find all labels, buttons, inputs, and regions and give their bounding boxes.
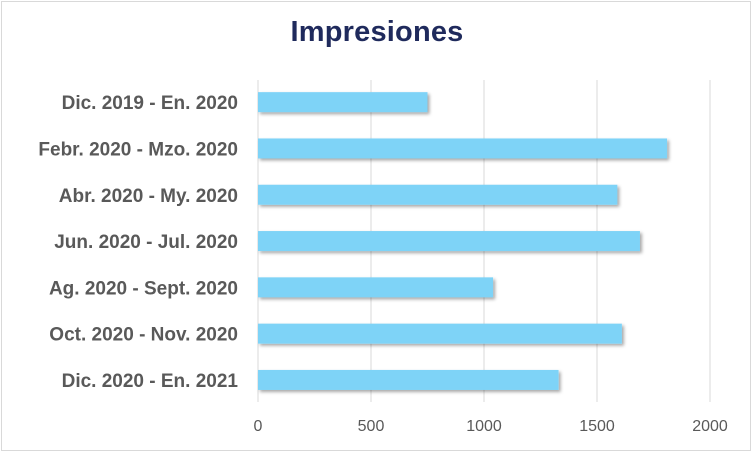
category-label: Dic. 2020 - En. 2021: [62, 371, 239, 392]
category-label: Abr. 2020 - My. 2020: [59, 186, 238, 207]
category-label: Jun. 2020 - Jul. 2020: [54, 232, 238, 253]
category-label: Febr. 2020 - Mzo. 2020: [38, 139, 238, 160]
bars: [258, 92, 668, 390]
bar: [258, 323, 622, 344]
category-label: Ag. 2020 - Sept. 2020: [49, 278, 238, 299]
bar: [258, 369, 559, 390]
x-tick-label: 0: [254, 418, 263, 435]
category-label: Dic. 2019 - En. 2020: [62, 93, 238, 114]
bar: [258, 231, 640, 252]
x-tick-labels: 0 500 1000 1500 2000: [254, 418, 728, 435]
x-tick-label: 500: [358, 418, 385, 435]
bar: [258, 184, 618, 205]
x-tick-label: 1500: [579, 418, 615, 435]
chart-title: Impresiones: [290, 16, 464, 48]
category-labels: Dic. 2019 - En. 2020 Febr. 2020 - Mzo. 20…: [38, 93, 238, 392]
x-tick-label: 1000: [466, 418, 502, 435]
bar: [258, 92, 428, 113]
bar: [258, 138, 668, 159]
x-tick-label: 2000: [692, 418, 728, 435]
bar: [258, 277, 494, 298]
category-label: Oct. 2020 - Nov. 2020: [49, 325, 238, 346]
